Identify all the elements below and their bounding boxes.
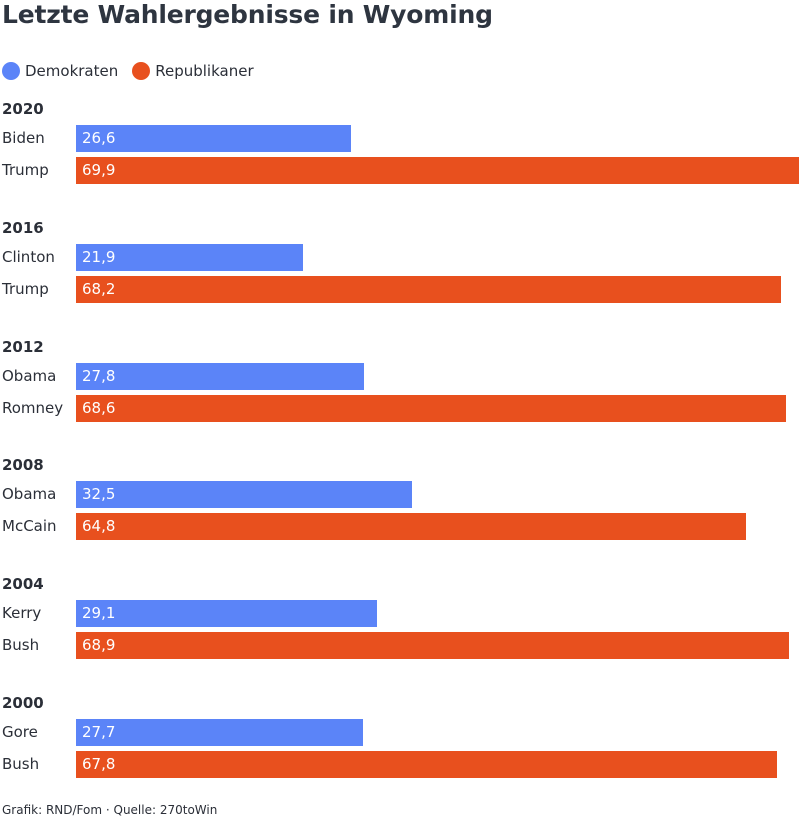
bar-2016-trump: 68,2 (76, 275, 782, 303)
legend-swatch-demokraten (2, 62, 20, 80)
bar-value-label-2008-obama: 32,5 (82, 485, 116, 504)
bar-value-label-2000-bush: 67,8 (82, 755, 116, 773)
candidate-label-2000-bush: Bush (2, 755, 40, 773)
candidate-label-2016-clinton: Clinton (2, 247, 55, 266)
bar-2008-obama: 32,5 (76, 481, 413, 509)
candidate-label-2016-trump: Trump (2, 279, 49, 298)
bar-2012-romney: 68,6 (76, 394, 786, 422)
candidate-label-2020-biden: Biden (2, 129, 45, 147)
legend-item-demokraten: Demokraten (2, 62, 118, 80)
bar-value-label-2020-biden: 26,6 (82, 129, 116, 147)
candidate-label-2008-obama: Obama (2, 485, 57, 504)
candidate-label-2012-romney: Romney (2, 398, 64, 417)
bar-value-label-2020-trump: 69,9 (82, 161, 116, 179)
bar-value-label-2016-trump: 68,2 (82, 279, 116, 298)
bar-2020-biden: 26,6 (76, 125, 352, 152)
bar-2004-bush: 68,9 (76, 632, 789, 660)
bar-value-label-2016-clinton: 21,9 (82, 247, 116, 266)
bar-value-label-2004-kerry: 29,1 (82, 604, 116, 623)
year-label-2000: 2000 (2, 694, 44, 712)
year-label-2004: 2004 (2, 575, 44, 594)
legend-label-demokraten: Demokraten (25, 62, 119, 80)
bar-2000-gore: 27,7 (76, 719, 363, 746)
bar-2000-bush: 67,8 (76, 751, 778, 778)
year-label-2008: 2008 (2, 456, 44, 475)
bar-value-label-2004-bush: 68,9 (82, 636, 116, 655)
candidate-label-2008-mccain: McCain (2, 517, 57, 536)
legend-swatch-republikaner (132, 62, 151, 80)
candidate-label-2012-obama: Obama (2, 366, 57, 385)
candidate-label-2004-bush: Bush (2, 636, 40, 655)
candidate-label-2004-kerry: Kerry (2, 604, 42, 623)
bar-2004-kerry: 29,1 (76, 600, 377, 628)
bar-value-label-2008-mccain: 64,8 (82, 517, 116, 536)
bar-2016-clinton: 21,9 (76, 243, 303, 271)
year-label-2016: 2016 (2, 218, 44, 237)
bar-value-label-2012-obama: 27,8 (82, 366, 116, 385)
year-label-2012: 2012 (2, 337, 44, 356)
bar-value-label-2012-romney: 68,6 (82, 398, 116, 417)
bar-2012-obama: 27,8 (76, 362, 364, 390)
candidate-label-2000-gore: Gore (2, 723, 38, 741)
source-footer: Grafik: RND/Fom · Quelle: 270toWin (2, 803, 218, 817)
candidate-label-2020-trump: Trump (2, 161, 49, 179)
legend: Demokraten Republikaner (2, 60, 268, 82)
bar-2020-trump: 69,9 (76, 157, 799, 184)
legend-label-republikaner: Republikaner (155, 62, 254, 80)
year-label-2020: 2020 (2, 100, 44, 118)
chart-title: Letzte Wahlergebnisse in Wyoming (2, 0, 493, 29)
bar-2008-mccain: 64,8 (76, 513, 747, 541)
legend-item-republikaner: Republikaner (132, 62, 254, 80)
bar-value-label-2000-gore: 27,7 (82, 723, 116, 741)
